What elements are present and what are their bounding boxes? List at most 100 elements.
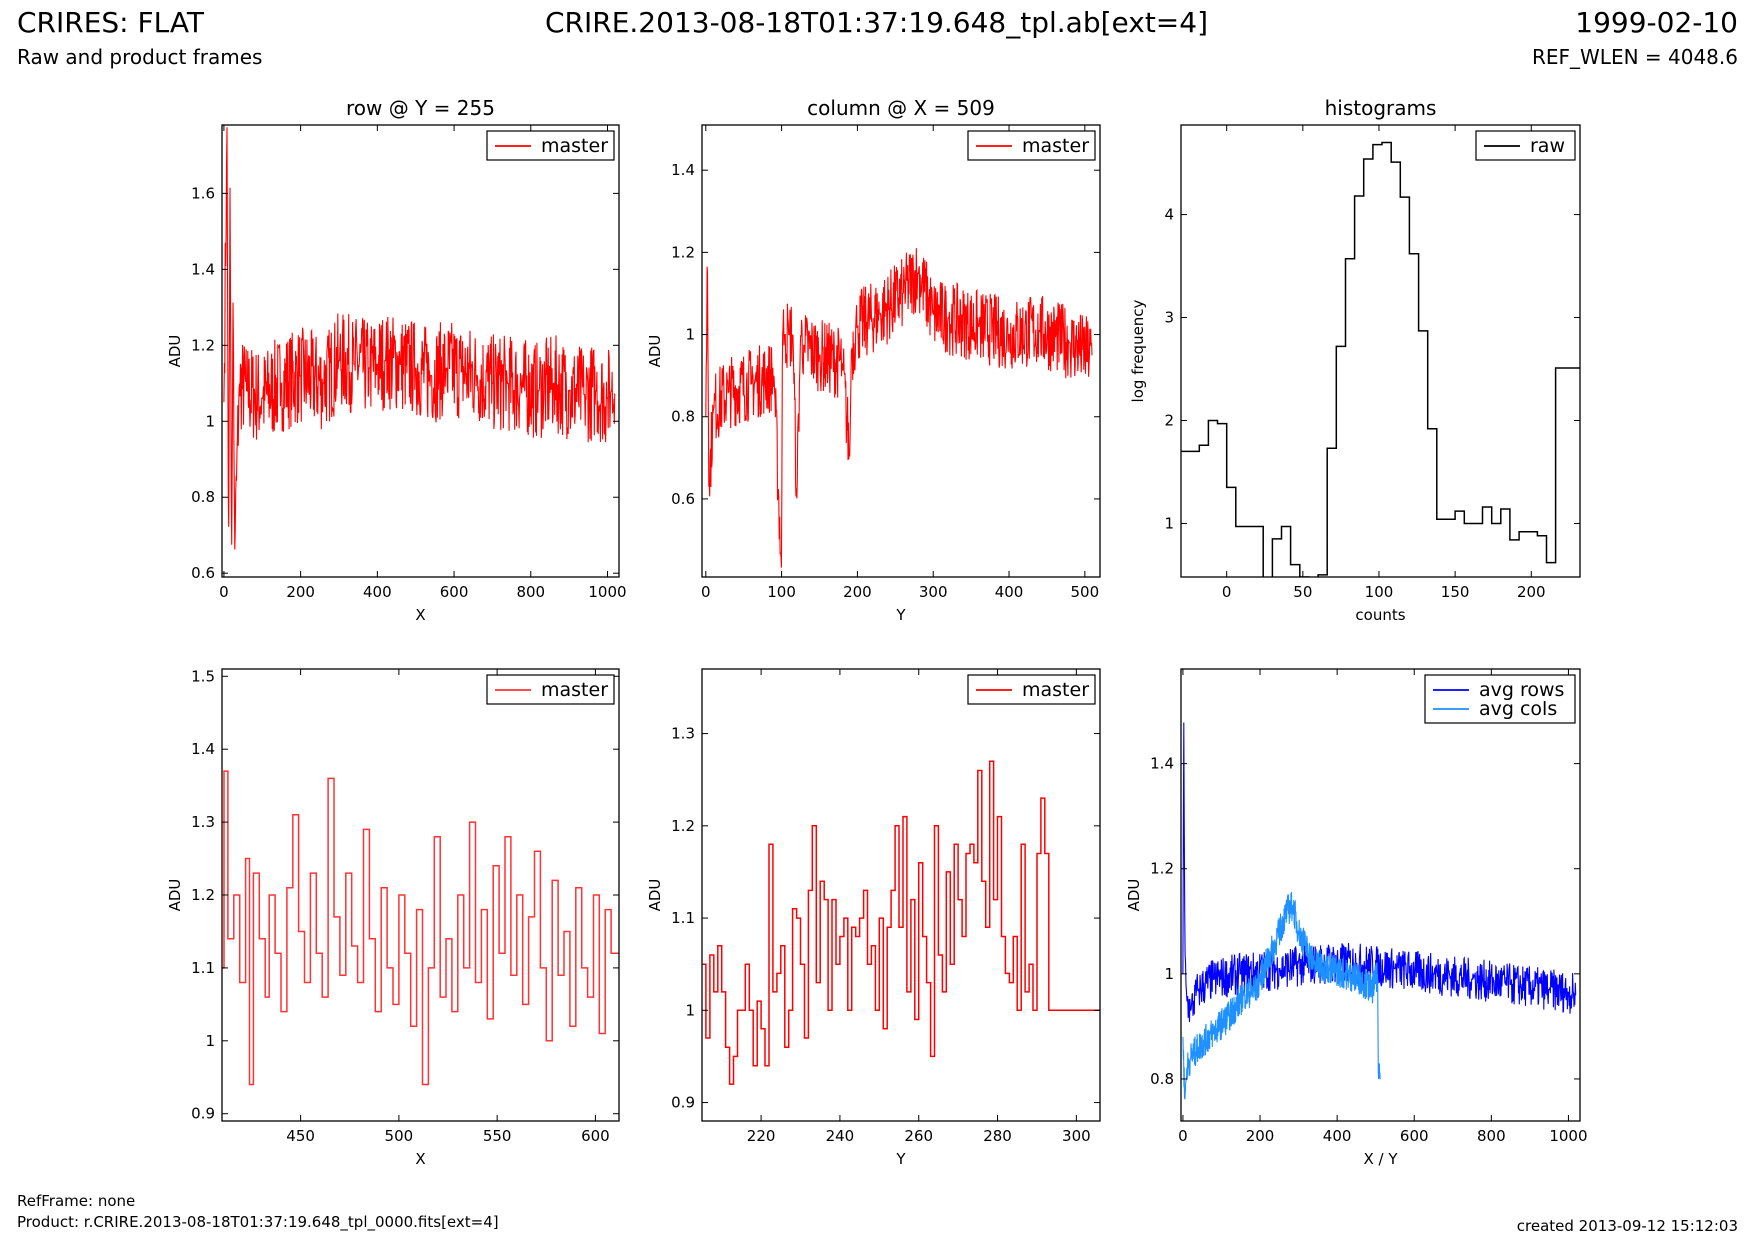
x-axis-label: Y xyxy=(895,606,906,624)
y-axis-label: ADU xyxy=(1125,879,1143,912)
legend-box xyxy=(967,674,1096,705)
file-title: CRIRE.2013-08-18T01:37:19.648_tpl.ab[ext… xyxy=(545,6,1209,39)
x-tick-label: 220 xyxy=(747,1127,776,1145)
x-tick-label: 0 xyxy=(219,583,229,601)
y-tick-label: 1.5 xyxy=(191,667,215,685)
x-tick-label: 0 xyxy=(701,583,711,601)
x-tick-label: 800 xyxy=(516,583,545,601)
date-title: 1999-02-10 xyxy=(1575,6,1738,39)
x-axis-label: X xyxy=(415,606,425,624)
legend-label: master xyxy=(1022,135,1089,157)
y-tick-label: 0.9 xyxy=(191,1105,215,1123)
panel-6: 0 200 400 600 800 1000 0.8 1 1.2 1.4 X / Y ADU avg r… xyxy=(1125,668,1588,1168)
x-tick-label: 800 xyxy=(1477,1127,1506,1145)
x-tick-label: 100 xyxy=(767,583,796,601)
x-tick-label: 0 xyxy=(1222,583,1232,601)
y-tick-label: 1.4 xyxy=(191,260,215,278)
series-line-raw xyxy=(1181,141,1580,577)
y-tick-label: 1.3 xyxy=(671,725,695,743)
panel-5: 220 240 260 280 300 0.9 1 1.1 1.2 1.3 Y ADU master xyxy=(646,668,1101,1168)
y-tick-label: 1.1 xyxy=(671,909,695,927)
y-tick-label: 1.4 xyxy=(191,740,215,758)
y-tick-label: 1.4 xyxy=(671,161,695,179)
plot-frame xyxy=(701,668,1101,1122)
plot-frame xyxy=(701,124,1101,578)
x-tick-label: 200 xyxy=(286,583,315,601)
legend: master xyxy=(967,674,1096,705)
y-tick-label: 1.3 xyxy=(191,813,215,831)
plot-frame xyxy=(221,668,620,1122)
y-tick-label: 1.1 xyxy=(191,959,215,977)
y-tick-label: 0.8 xyxy=(1150,1070,1174,1088)
legend: master xyxy=(486,674,615,705)
x-tick-label: 400 xyxy=(995,583,1024,601)
chart-title: histograms xyxy=(1325,96,1437,120)
y-tick-label: 1 xyxy=(1164,514,1174,532)
x-tick-label: 1000 xyxy=(588,583,626,601)
series-line-master xyxy=(223,127,616,550)
y-tick-label: 1 xyxy=(685,1001,695,1019)
y-axis-label: ADU xyxy=(646,335,664,368)
y-axis-label: ADU xyxy=(646,879,664,912)
y-tick-label: 1.2 xyxy=(1150,860,1174,878)
y-axis-label: log frequency xyxy=(1129,299,1147,402)
legend-label: avg rows xyxy=(1479,679,1564,701)
x-tick-label: 200 xyxy=(1246,1127,1275,1145)
x-tick-label: 100 xyxy=(1365,583,1394,601)
x-tick-label: 300 xyxy=(919,583,948,601)
ref-wlen-label: REF_WLEN = 4048.6 xyxy=(1531,45,1738,69)
x-tick-label: 50 xyxy=(1293,583,1312,601)
y-tick-label: 1 xyxy=(205,1032,215,1050)
plot-frame xyxy=(1180,668,1581,1122)
panel-4: 450 500 550 600 0.9 1 1.1 1.2 1.3 1.4 1.5 X ADU maste… xyxy=(166,667,620,1168)
x-tick-label: 500 xyxy=(1071,583,1100,601)
x-tick-label: 550 xyxy=(483,1127,512,1145)
x-tick-label: 300 xyxy=(1062,1127,1091,1145)
x-axis-label: X xyxy=(415,1150,425,1168)
y-tick-label: 0.6 xyxy=(671,490,695,508)
chart-title: row @ Y = 255 xyxy=(346,96,495,120)
x-tick-label: 600 xyxy=(581,1127,610,1145)
legend: master xyxy=(486,130,615,161)
y-tick-label: 0.8 xyxy=(191,488,215,506)
plot-frame xyxy=(221,124,620,578)
x-tick-label: 280 xyxy=(983,1127,1012,1145)
x-axis-label: X / Y xyxy=(1363,1150,1398,1168)
created-label: created 2013-09-12 15:12:03 xyxy=(1516,1217,1738,1235)
series-line-avg-rows xyxy=(1182,722,1577,1023)
panel-3: 0 50 100 150 200 1 2 3 4 histograms counts log freq… xyxy=(1129,96,1581,624)
y-axis-label: ADU xyxy=(166,879,184,912)
series-line-master xyxy=(702,760,1100,1085)
x-tick-label: 500 xyxy=(385,1127,414,1145)
x-axis-label: Y xyxy=(895,1150,906,1168)
series-line-master xyxy=(222,770,619,1086)
y-tick-label: 3 xyxy=(1164,309,1174,327)
product-label: Product: r.CRIRE.2013-08-18T01:37:19.648… xyxy=(17,1213,499,1231)
y-axis-label: ADU xyxy=(166,335,184,368)
y-tick-label: 1 xyxy=(685,326,695,344)
legend-label: master xyxy=(1022,679,1089,701)
y-tick-label: 1.2 xyxy=(191,886,215,904)
page-subtitle: Raw and product frames xyxy=(17,45,263,69)
x-tick-label: 1000 xyxy=(1549,1127,1587,1145)
x-tick-label: 200 xyxy=(1517,583,1546,601)
x-tick-label: 400 xyxy=(363,583,392,601)
x-tick-label: 600 xyxy=(440,583,469,601)
y-tick-label: 4 xyxy=(1164,206,1174,224)
x-tick-label: 400 xyxy=(1323,1127,1352,1145)
y-tick-label: 0.9 xyxy=(671,1094,695,1112)
x-tick-label: 0 xyxy=(1178,1127,1188,1145)
panel-1: 0 200 400 600 800 1000 0.6 0.8 1 1.2 1.4 1.6 row @ Y… xyxy=(166,96,627,624)
plot-frame xyxy=(1180,124,1581,578)
ref-frame-label: RefFrame: none xyxy=(17,1192,136,1210)
page-title: CRIRES: FLAT xyxy=(17,6,204,39)
legend-label: master xyxy=(541,135,608,157)
x-tick-label: 200 xyxy=(843,583,872,601)
y-tick-label: 1 xyxy=(1164,965,1174,983)
x-axis-label: counts xyxy=(1355,606,1405,624)
y-tick-label: 0.8 xyxy=(671,408,695,426)
x-tick-label: 240 xyxy=(826,1127,855,1145)
y-tick-label: 1.2 xyxy=(671,817,695,835)
